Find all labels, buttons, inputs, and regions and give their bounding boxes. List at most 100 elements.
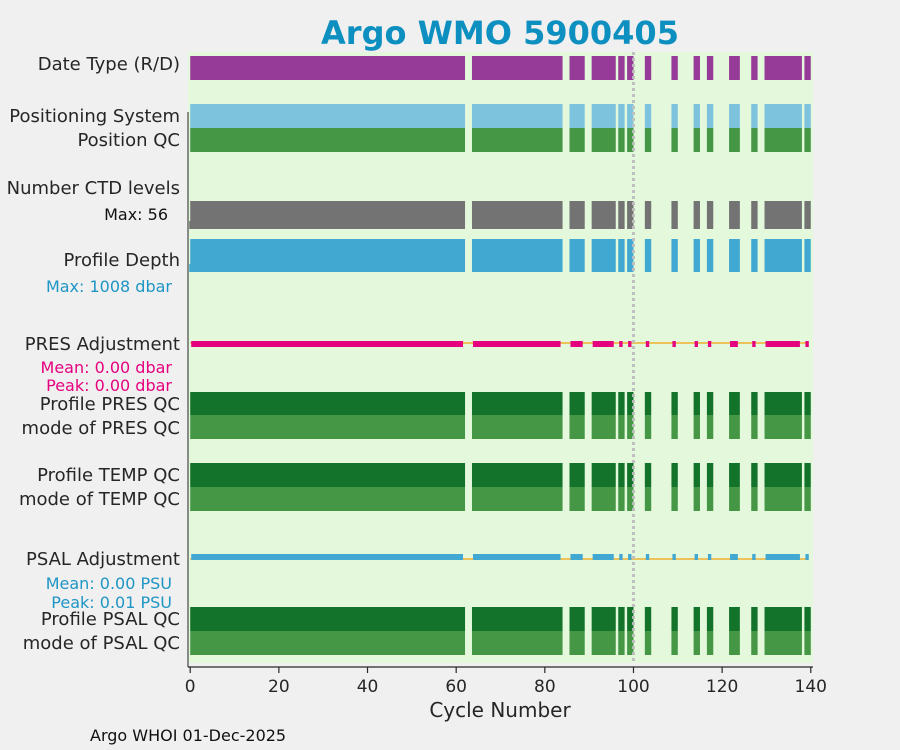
bar-segment [671, 631, 678, 655]
row-label: Profile Depth [63, 250, 180, 271]
bar-segment [805, 341, 809, 347]
bar-segment [764, 631, 802, 655]
bar-segment [693, 128, 700, 152]
bar-segment [706, 631, 714, 655]
chart-title: Argo WMO 5900405 [321, 14, 679, 52]
bar-segment [618, 631, 625, 655]
bar-segment [644, 239, 652, 272]
bar-segment [804, 631, 811, 655]
bar-segment [190, 128, 466, 152]
bar-segment [804, 56, 811, 80]
bar-segment [751, 239, 758, 272]
bar-segment [693, 239, 700, 272]
bar-segment [729, 392, 740, 415]
bar-segment [644, 201, 652, 229]
bar-segment [591, 607, 616, 631]
bar-segment [671, 463, 678, 487]
bar-segment [751, 128, 758, 152]
bar-segment [693, 201, 700, 229]
x-tick-label: 0 [185, 677, 196, 697]
bar-segment [804, 104, 811, 128]
bar-segment [591, 487, 616, 511]
bar-segment [472, 554, 561, 560]
bar-segment [592, 341, 614, 347]
bar-segment [671, 415, 678, 439]
bar-segment [804, 239, 811, 272]
bar-segment [671, 392, 678, 415]
x-tick-label: 60 [445, 677, 467, 697]
bar-segment [627, 607, 634, 631]
bar-segment [671, 128, 678, 152]
plot-background [188, 52, 813, 663]
bar-segment [706, 392, 714, 415]
row-4-bars [189, 239, 811, 272]
bar-segment [752, 554, 756, 560]
bar-segment [627, 239, 634, 272]
bar-segment [751, 56, 758, 80]
bar-segment [706, 463, 714, 487]
bar-segment [706, 201, 714, 229]
bar-segment [764, 56, 802, 80]
row-label: Profile PRES QC [40, 394, 180, 415]
bar-segment [190, 487, 466, 511]
pres-peak-label: Peak: 0.00 dbar [46, 376, 172, 395]
bar-segment [190, 607, 466, 631]
row-2-bars [190, 128, 811, 152]
row-3-bars [189, 201, 811, 229]
bar-lead [189, 221, 195, 229]
ctd-max-label: Max: 56 [104, 205, 168, 224]
bar-segment [644, 487, 652, 511]
footer-credit: Argo WHOI 01-Dec-2025 [90, 726, 286, 745]
bar-segment [627, 201, 634, 229]
bar-segment [190, 631, 466, 655]
bar-segment [693, 607, 700, 631]
x-axis: 0 20 40 60 80 100 120 140 [185, 112, 827, 697]
bar-segment [628, 554, 632, 560]
bar-segment [471, 128, 563, 152]
x-tick-label: 100 [617, 677, 649, 697]
x-tick-label: 40 [357, 677, 379, 697]
row-8-bars [190, 463, 811, 487]
bar-segment [618, 104, 625, 128]
bar-segment [730, 554, 738, 560]
bar-segment [671, 201, 678, 229]
row-label: PSAL Adjustment [26, 549, 180, 570]
bar-segment [627, 631, 634, 655]
bar-segment [644, 128, 652, 152]
bar-segment [591, 128, 616, 152]
bar-segment [645, 341, 650, 347]
bar-segment [591, 56, 616, 80]
bar-segment [591, 415, 616, 439]
bar-segment [645, 554, 650, 560]
bar-segment [618, 487, 625, 511]
bar-segment [569, 239, 585, 272]
bar-segment [764, 104, 802, 128]
bar-segment [591, 392, 616, 415]
bar-segment [764, 392, 802, 415]
bar-segment [706, 487, 714, 511]
bar-segment [804, 128, 811, 152]
bar-segment [569, 201, 585, 229]
bar-segment [471, 463, 563, 487]
bar-segment [471, 104, 563, 128]
row-12-bars [190, 631, 811, 655]
bar-segment [672, 554, 676, 560]
bar-segment [190, 201, 466, 229]
bar-segment [618, 239, 625, 272]
bar-segment [764, 463, 802, 487]
bar-segment [591, 201, 616, 229]
bar-segment [751, 415, 758, 439]
bar-segment [569, 487, 585, 511]
bar-segment [627, 104, 634, 128]
bar-segment [190, 463, 466, 487]
bar-segment [618, 201, 625, 229]
bar-segment [729, 104, 740, 128]
row-labels-layer: Date Type (R/D) Positioning System Positio… [7, 54, 180, 654]
bar-segment [591, 104, 616, 128]
bar-segment [804, 463, 811, 487]
bar-segment [628, 341, 632, 347]
bar-segment [751, 487, 758, 511]
bar-segment [569, 392, 585, 415]
bar-segment [804, 415, 811, 439]
bar-segment [693, 104, 700, 128]
